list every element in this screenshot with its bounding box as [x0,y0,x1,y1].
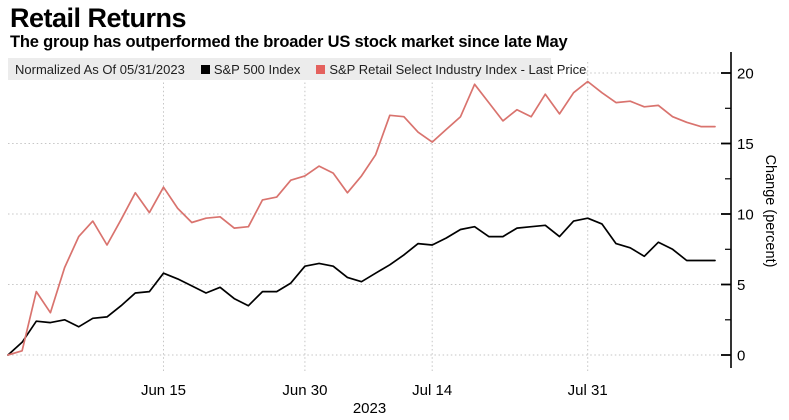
page-subtitle: The group has outperformed the broader U… [10,33,568,51]
y-tick-label: 5 [737,277,745,294]
x-tick-label: Jul 14 [412,382,452,399]
y-tick-label: 15 [737,136,754,153]
legend-item-sp500: S&P 500 Index [200,61,301,77]
x-tick-label: Jun 15 [141,382,186,399]
series-line-retail [7,80,716,356]
x-tick-label: Jun 30 [282,382,327,399]
y-tick-label: 10 [737,207,754,224]
x-axis-year-label: 2023 [353,400,386,417]
legend-note: Normalized As Of 05/31/2023 [15,61,185,77]
y-tick-label: 20 [737,66,754,83]
y-tick-label: 0 [737,348,745,365]
legend-item-retail: S&P Retail Select Industry Index - Last … [316,62,586,77]
series-line-sp500 [7,217,716,356]
x-tick-label: Jul 31 [568,382,608,399]
page-title: Retail Returns [10,3,187,33]
legend: Normalized As Of 05/31/2023 S&P 500 Inde… [8,58,586,80]
y-axis-title: Change (percent) [762,155,778,268]
legend-label-sp500: S&P 500 Index [213,61,301,77]
legend-label-retail: S&P Retail Select Industry Index - Last … [329,61,587,77]
line-chart: 0 5 10 15 20 Jun 15 Jun 30 Jul 14 Jul 31 2023 Chan… [7,52,778,417]
sp500-swatch-icon [200,64,210,74]
retail-swatch-icon [316,64,326,74]
